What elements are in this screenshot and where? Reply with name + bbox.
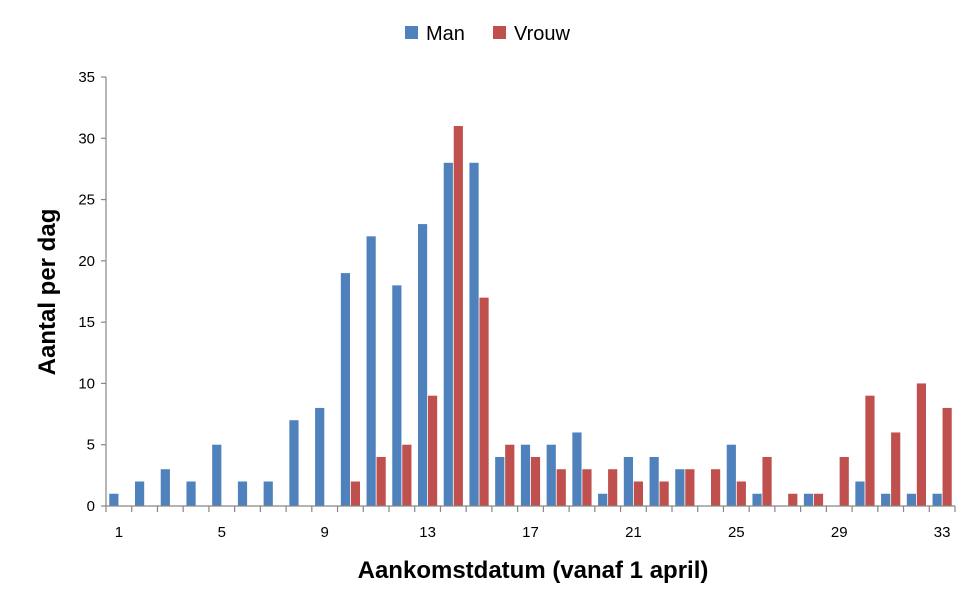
bar-man-26 <box>752 493 762 506</box>
bar-vrouw-30 <box>865 395 875 506</box>
bar-vrouw-14 <box>453 126 463 506</box>
bar-man-1 <box>109 493 119 506</box>
bar-vrouw-31 <box>891 432 901 506</box>
bar-vrouw-25 <box>736 481 746 506</box>
bar-man-7 <box>263 481 273 506</box>
bar-man-23 <box>675 469 685 506</box>
bar-man-30 <box>855 481 865 506</box>
x-tick-label: 29 <box>831 524 848 541</box>
bar-man-14 <box>443 162 453 507</box>
x-axis-title: Aankomstdatum (vanaf 1 april) <box>358 557 709 584</box>
x-tick-label: 1 <box>115 524 123 541</box>
bar-vrouw-23 <box>685 469 695 506</box>
bar-man-2 <box>134 481 145 506</box>
bar-vrouw-19 <box>582 469 592 506</box>
bar-vrouw-16 <box>505 444 515 506</box>
x-tick-label: 9 <box>321 524 329 541</box>
axes <box>101 76 956 512</box>
bar-vrouw-17 <box>530 456 541 506</box>
bar-vrouw-21 <box>633 481 644 506</box>
bar-vrouw-20 <box>608 469 618 506</box>
bar-man-28 <box>803 493 814 506</box>
bar-vrouw-27 <box>788 493 798 506</box>
x-tick-label: 13 <box>419 524 436 541</box>
y-tick-labels: 0 5 10 15 20 25 30 35 <box>78 69 95 515</box>
bars <box>109 126 952 507</box>
y-axis-title: Aantal per dag <box>34 209 61 376</box>
bar-vrouw-29 <box>839 456 849 506</box>
y-tick-label: 30 <box>78 130 95 147</box>
bar-man-33 <box>932 493 942 506</box>
legend-label-vrouw: Vrouw <box>514 23 571 45</box>
legend-swatch-vrouw <box>493 26 506 39</box>
bar-vrouw-24 <box>710 469 721 506</box>
bar-man-16 <box>495 456 505 506</box>
y-tick-label: 25 <box>78 192 95 209</box>
y-tick-label: 20 <box>78 253 95 270</box>
x-tick-label: 21 <box>625 524 642 541</box>
bar-vrouw-10 <box>350 481 361 506</box>
x-tick-labels: 1 5 9 13 17 21 25 29 33 <box>115 524 951 541</box>
legend-swatch-man <box>405 26 418 39</box>
bar-vrouw-33 <box>942 407 952 506</box>
bar-vrouw-12 <box>402 444 412 506</box>
y-tick-label: 35 <box>78 69 95 86</box>
bar-man-4 <box>186 481 196 506</box>
bar-vrouw-13 <box>427 395 438 506</box>
bar-man-3 <box>160 469 170 506</box>
bar-vrouw-22 <box>659 481 669 506</box>
bar-man-6 <box>237 481 248 506</box>
bar-man-15 <box>469 162 479 507</box>
bar-man-13 <box>417 224 428 506</box>
bar-man-10 <box>340 273 351 506</box>
bar-man-11 <box>366 236 376 506</box>
bar-vrouw-18 <box>556 469 566 506</box>
bar-man-32 <box>906 493 917 506</box>
bar-vrouw-26 <box>762 456 772 506</box>
bar-man-12 <box>392 285 402 506</box>
bar-man-17 <box>520 444 531 506</box>
bar-man-25 <box>726 444 736 506</box>
x-tick-label: 33 <box>934 524 951 541</box>
legend-label-man: Man <box>426 23 465 45</box>
bar-vrouw-11 <box>376 456 386 506</box>
x-tick-label: 5 <box>218 524 226 541</box>
y-tick-label: 0 <box>87 498 95 515</box>
bar-man-9 <box>315 407 325 506</box>
bar-man-8 <box>289 420 299 506</box>
bar-man-5 <box>212 444 222 506</box>
bar-vrouw-28 <box>813 493 824 506</box>
y-tick-label: 10 <box>78 375 95 392</box>
bar-man-21 <box>623 456 634 506</box>
bar-vrouw-32 <box>916 383 927 506</box>
bar-vrouw-15 <box>479 297 489 506</box>
x-tick-label: 17 <box>522 524 539 541</box>
bar-man-18 <box>546 444 556 506</box>
y-tick-label: 15 <box>78 314 95 331</box>
y-tick-label: 5 <box>87 437 95 454</box>
bar-man-22 <box>649 456 659 506</box>
bar-man-19 <box>572 432 582 506</box>
bar-man-20 <box>598 493 608 506</box>
x-tick-label: 25 <box>728 524 745 541</box>
legend: Man Vrouw <box>405 23 571 45</box>
bar-man-31 <box>881 493 891 506</box>
